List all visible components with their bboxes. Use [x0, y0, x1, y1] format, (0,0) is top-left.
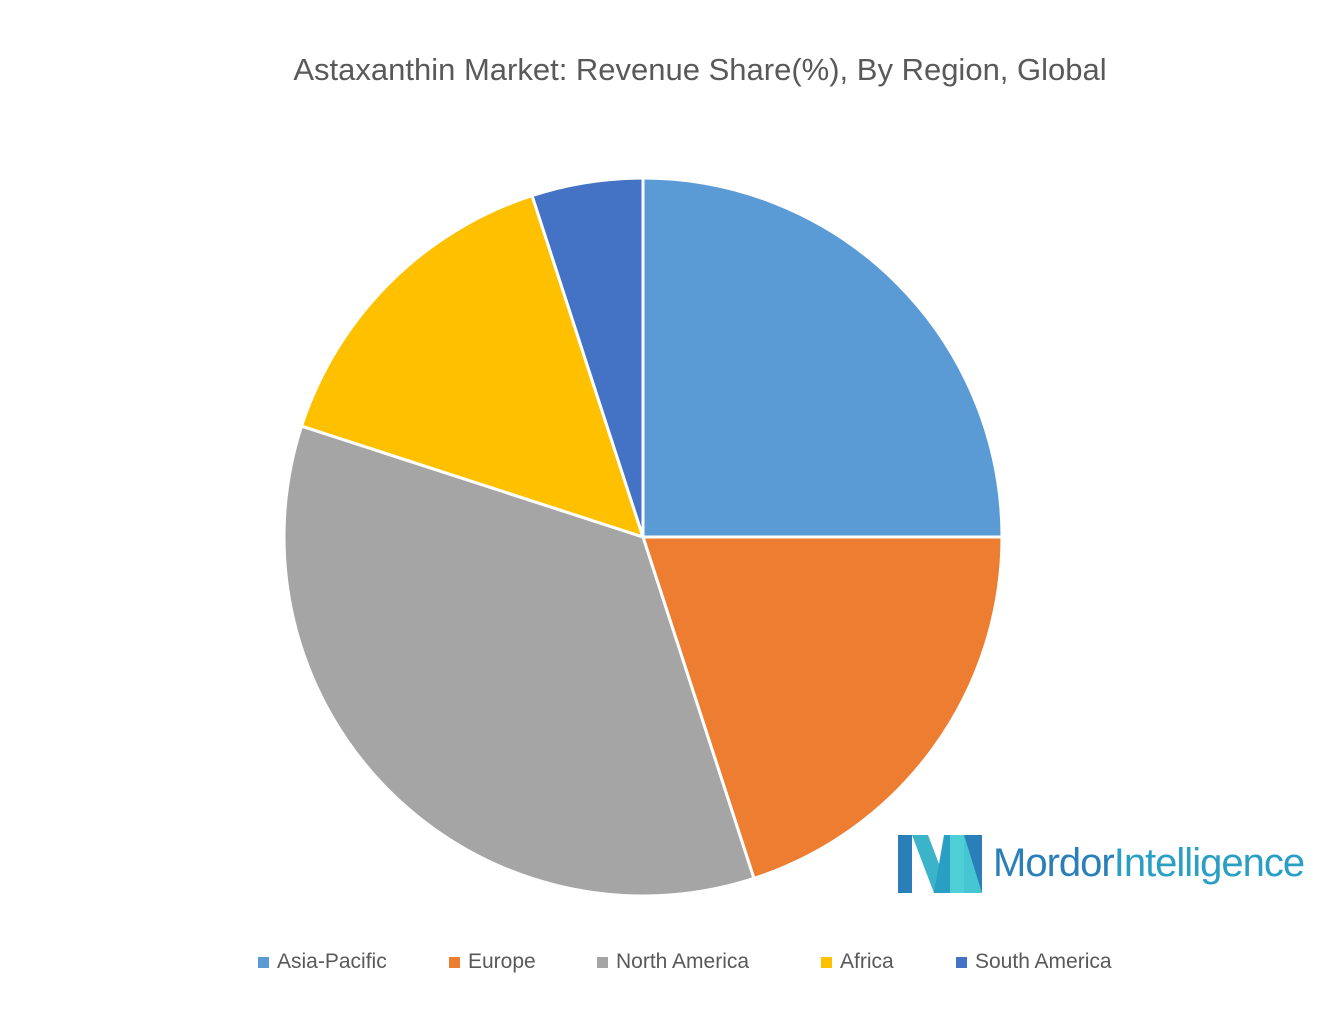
- chart-legend: Asia-Pacific Europe North America Africa…: [0, 950, 1333, 980]
- legend-swatch: [449, 956, 460, 968]
- pie-slice-africa: [300, 194, 645, 539]
- legend-item-africa: Africa: [821, 950, 894, 974]
- legend-swatch: [258, 956, 269, 968]
- legend-label: South America: [975, 950, 1112, 973]
- legend-label: Africa: [840, 950, 894, 973]
- mordor-intelligence-logo: MordorIntelligence: [898, 835, 1305, 895]
- pie-slice-europe: [641, 535, 1004, 880]
- legend-item-north-america: North America: [597, 950, 749, 974]
- legend-swatch: [821, 956, 832, 968]
- pie-slice-south-america: [530, 176, 645, 539]
- pie-slice-north-america: [282, 424, 756, 898]
- chart-title: Astaxanthin Market: Revenue Share(%), By…: [293, 52, 1107, 87]
- legend-label: North America: [616, 950, 750, 973]
- legend-swatch: [956, 956, 967, 968]
- logo-word-2: Intelligence: [1113, 841, 1305, 885]
- pie-slice-asia-pacific: [641, 176, 1004, 539]
- logo-word-1: Mordor: [993, 841, 1115, 885]
- legend-item-europe: Europe: [449, 950, 536, 974]
- legend-swatch: [597, 956, 608, 968]
- legend-item-asia-pacific: Asia-Pacific: [258, 950, 387, 974]
- logo-wordmark: MordorIntelligence: [993, 841, 1305, 886]
- legend-label: Europe: [468, 950, 536, 973]
- mordor-intelligence-logo-icon: [898, 835, 982, 893]
- legend-label: Asia-Pacific: [277, 950, 387, 973]
- legend-item-south-america: South America: [956, 950, 1112, 974]
